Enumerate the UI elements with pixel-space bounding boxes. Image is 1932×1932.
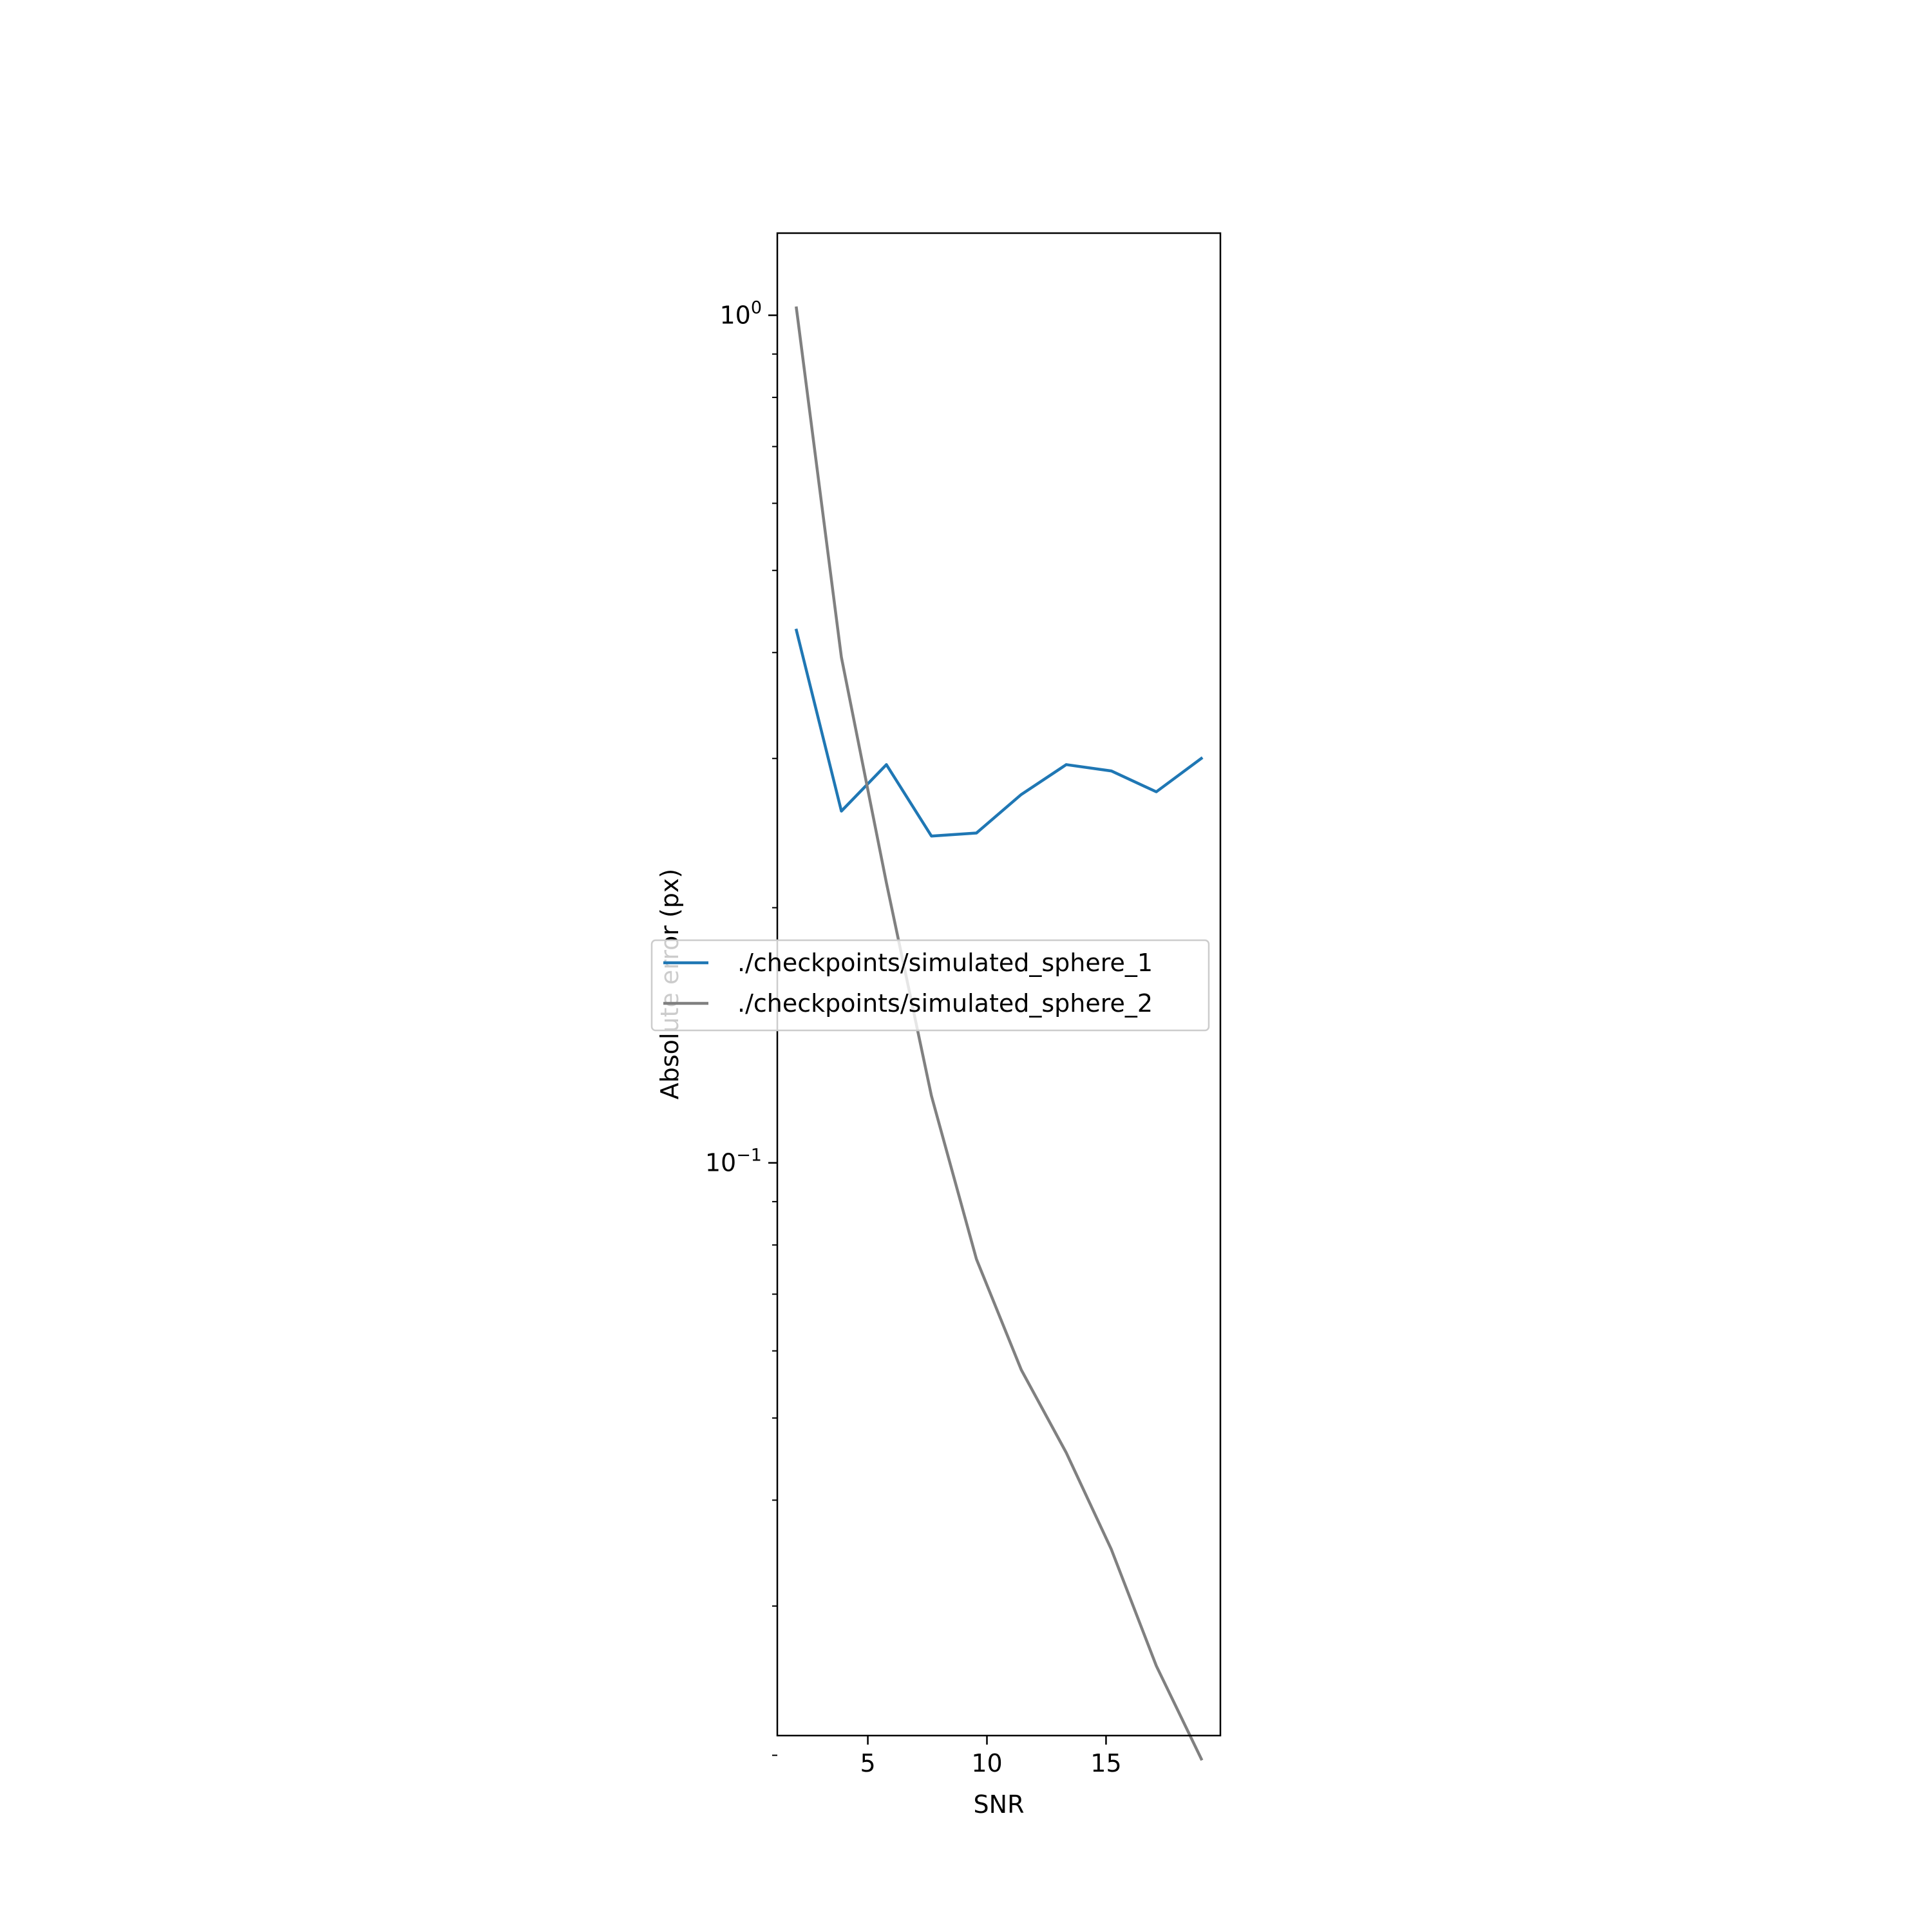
- y-tick-label: 100: [719, 298, 762, 330]
- x-tick-label: 10: [971, 1749, 1002, 1777]
- x-axis-ticks: 5 10 15: [860, 1736, 1122, 1777]
- y-axis-ticks: 100 10−1: [705, 298, 777, 1756]
- series-line-1: [794, 628, 1204, 838]
- series-line-2: [795, 306, 1204, 1761]
- x-tick-label: 5: [860, 1749, 875, 1777]
- legend-label-sphere-1: ./checkpoints/simulated_sphere_1: [737, 949, 1153, 977]
- legend-label-sphere-2: ./checkpoints/simulated_sphere_2: [737, 989, 1153, 1018]
- legend: ./checkpoints/simulated_sphere_1 ./check…: [650, 939, 1210, 1032]
- series-layer: [794, 306, 1204, 1761]
- x-tick-label: 15: [1090, 1749, 1121, 1777]
- x-axis-label: SNR: [974, 1790, 1025, 1819]
- legend-box: [650, 939, 1210, 1032]
- y-tick-label: 10−1: [705, 1146, 762, 1177]
